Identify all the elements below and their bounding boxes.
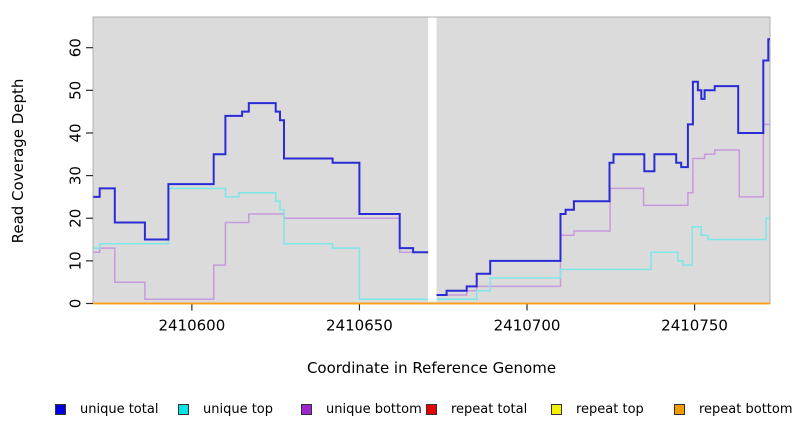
legend-swatch-repeat-top: [551, 403, 562, 415]
legend-label: unique bottom: [326, 401, 422, 417]
x-tick-label: 2410750: [661, 317, 728, 335]
y-tick-label: 50: [67, 81, 85, 100]
legend-label: repeat top: [576, 401, 644, 417]
y-axis-label: Read Coverage Depth: [9, 78, 27, 244]
y-tick-label: 20: [67, 209, 85, 228]
y-tick-label: 10: [67, 251, 85, 270]
y-tick-label: 60: [67, 38, 85, 57]
y-tick-label: 40: [67, 123, 85, 142]
legend-swatch-unique-total: [55, 403, 66, 415]
legend: unique total unique top unique bottom repea…: [0, 400, 792, 420]
legend-item-unique-top: unique top: [178, 400, 273, 418]
legend-swatch-repeat-total: [426, 403, 437, 415]
legend-label: unique top: [203, 401, 274, 417]
masked-region-band: [428, 17, 437, 302]
legend-item-repeat-bottom: repeat bottom: [674, 400, 792, 418]
series-path-unique-top: [436, 217, 770, 300]
legend-item-repeat-top: repeat top: [551, 400, 644, 418]
x-axis-label: Coordinate in Reference Genome: [306, 359, 557, 377]
y-tick-label: 0: [67, 299, 85, 309]
legend-item-unique-bottom: unique bottom: [301, 400, 422, 418]
legend-item-repeat-total: repeat total: [426, 400, 527, 418]
legend-item-unique-total: unique total: [55, 400, 158, 418]
x-tick-label: 2410650: [326, 317, 393, 335]
series-path-unique-total: [436, 38, 770, 296]
series-path-unique-total: [93, 102, 429, 254]
series-path-unique-bottom: [93, 213, 429, 300]
legend-swatch-unique-bottom: [301, 403, 312, 415]
y-tick-label: 30: [67, 166, 85, 185]
x-tick-label: 2410700: [494, 317, 561, 335]
legend-label: repeat bottom: [699, 401, 792, 417]
legend-swatch-repeat-bottom: [674, 403, 685, 415]
legend-label: unique total: [80, 401, 159, 417]
legend-label: repeat total: [451, 401, 528, 417]
legend-swatch-unique-top: [178, 403, 189, 415]
x-tick-label: 2410600: [158, 317, 225, 335]
